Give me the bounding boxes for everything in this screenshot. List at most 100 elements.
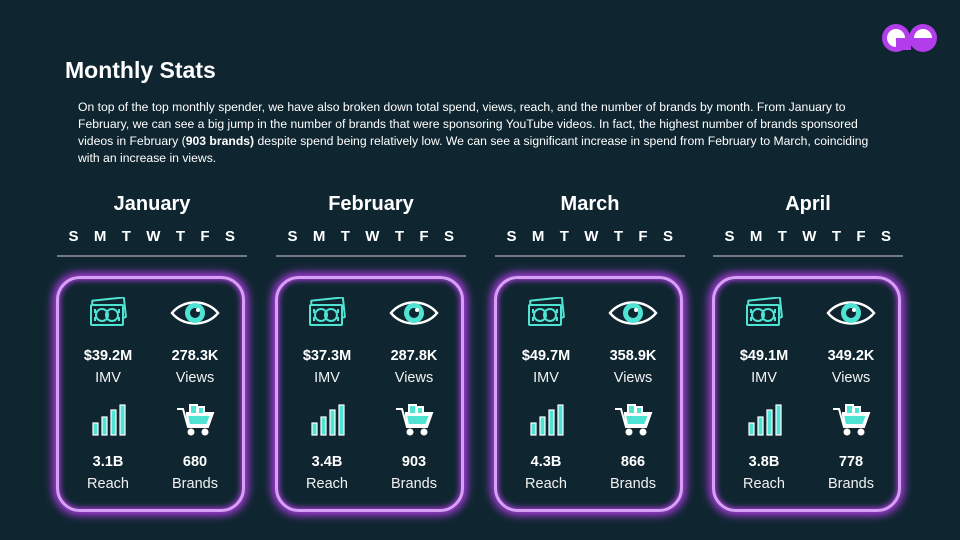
weekday-letter: W: [584, 228, 599, 245]
weekday-letter: F: [419, 228, 430, 245]
brand-logo-icon: [882, 24, 937, 52]
stat-views-label: Views: [394, 370, 434, 386]
stat-brands-label: Brands: [172, 476, 218, 492]
stat-views-value: 278.3K: [171, 348, 219, 364]
stat-brands-value: 903: [401, 454, 427, 470]
month-header-january: January S M T W T F S: [57, 190, 247, 257]
stat-brands-label: Brands: [391, 476, 437, 492]
stat-reach-label: Reach: [743, 476, 785, 492]
weekday-letter: F: [200, 228, 211, 245]
divider: [713, 255, 903, 257]
weekday-letter: T: [394, 228, 405, 245]
eye-icon: [825, 297, 877, 333]
month-header-february: February S M T W T F S: [276, 190, 466, 257]
weekday-letter: W: [365, 228, 380, 245]
money-icon: [88, 296, 128, 333]
weekday-letter: T: [175, 228, 186, 245]
stats-card-april: $49.1M IMV 349.2K Views 3.8B Reach 778 Brands: [712, 276, 901, 512]
eye-icon: [388, 297, 440, 333]
weekday-letter: M: [531, 228, 545, 245]
month-name: January: [113, 193, 191, 215]
stat-reach-value: 4.3B: [530, 454, 562, 470]
stat-reach: 3.1B Reach: [63, 403, 153, 493]
weekday-letter: T: [121, 228, 132, 245]
stat-imv: $37.3M IMV: [282, 296, 372, 387]
stats-card-january: $39.2M IMV 278.3K Views 3.1B Reach 680 Brands: [56, 276, 245, 512]
page-title: Monthly Stats: [65, 57, 216, 83]
stat-brands-label: Brands: [610, 476, 656, 492]
stat-imv-label: IMV: [314, 370, 340, 386]
weekday-letter: S: [506, 228, 517, 245]
weekday-letter: F: [638, 228, 649, 245]
stat-views: 287.8K Views: [369, 297, 459, 387]
stat-views-value: 287.8K: [390, 348, 438, 364]
stats-card-march: $49.7M IMV 358.9K Views 4.3B Reach 866 Brands: [494, 276, 683, 512]
stat-reach-value: 3.1B: [92, 454, 124, 470]
bar-chart-icon: [307, 403, 347, 437]
bar-chart-icon: [88, 403, 128, 437]
stat-reach-label: Reach: [87, 476, 129, 492]
money-icon: [744, 296, 784, 333]
month-name: February: [328, 193, 414, 215]
stat-reach: 3.8B Reach: [719, 403, 809, 493]
weekday-letter: T: [777, 228, 788, 245]
month-name: April: [785, 193, 831, 215]
weekday-letter: T: [559, 228, 570, 245]
stat-brands: 866 Brands: [588, 403, 678, 493]
stat-views-label: Views: [613, 370, 653, 386]
weekday-letter: S: [224, 228, 236, 245]
weekday-letter: S: [287, 228, 298, 245]
shopping-cart-icon: [831, 403, 871, 437]
stat-reach-label: Reach: [306, 476, 348, 492]
bar-chart-icon: [526, 403, 566, 437]
stat-brands-value: 680: [182, 454, 208, 470]
shopping-cart-icon: [175, 403, 215, 437]
stat-imv-value: $49.1M: [739, 348, 789, 364]
stat-brands: 903 Brands: [369, 403, 459, 493]
weekday-letter: S: [443, 228, 455, 245]
stat-imv-label: IMV: [95, 370, 121, 386]
stat-views-label: Views: [831, 370, 871, 386]
stat-brands-value: 866: [620, 454, 646, 470]
weekday-letter: M: [93, 228, 107, 245]
stat-brands-label: Brands: [828, 476, 874, 492]
stat-brands: 778 Brands: [806, 403, 896, 493]
weekday-letter: T: [340, 228, 351, 245]
stat-views: 358.9K Views: [588, 297, 678, 387]
stat-reach: 3.4B Reach: [282, 403, 372, 493]
stats-card-february: $37.3M IMV 287.8K Views 3.4B Reach 903 Brands: [275, 276, 464, 512]
stat-imv-value: $39.2M: [83, 348, 133, 364]
weekday-letter: T: [831, 228, 842, 245]
page-description: On top of the top monthly spender, we ha…: [78, 99, 878, 167]
weekday-letter: S: [880, 228, 892, 245]
stat-reach-label: Reach: [525, 476, 567, 492]
weekday-letter: F: [856, 228, 867, 245]
weekday-letter: W: [146, 228, 161, 245]
weekday-letter: M: [312, 228, 326, 245]
weekday-letter: S: [68, 228, 79, 245]
stat-imv: $49.1M IMV: [719, 296, 809, 387]
weekday-letter: S: [724, 228, 735, 245]
stat-reach-value: 3.4B: [311, 454, 343, 470]
weekday-letter: T: [613, 228, 624, 245]
month-name: March: [560, 193, 620, 215]
stat-brands-value: 778: [838, 454, 864, 470]
shopping-cart-icon: [613, 403, 653, 437]
stat-reach-value: 3.8B: [748, 454, 780, 470]
weekday-letter: W: [802, 228, 817, 245]
divider: [495, 255, 685, 257]
divider: [276, 255, 466, 257]
stat-views: 349.2K Views: [806, 297, 896, 387]
eye-icon: [169, 297, 221, 333]
weekday-letter: M: [749, 228, 763, 245]
stat-brands: 680 Brands: [150, 403, 240, 493]
stat-imv: $49.7M IMV: [501, 296, 591, 387]
stat-imv: $39.2M IMV: [63, 296, 153, 387]
description-text-2: despite spend being relatively low. We c…: [78, 134, 869, 165]
stat-reach: 4.3B Reach: [501, 403, 591, 493]
stat-imv-value: $49.7M: [521, 348, 571, 364]
stat-views-value: 349.2K: [827, 348, 875, 364]
